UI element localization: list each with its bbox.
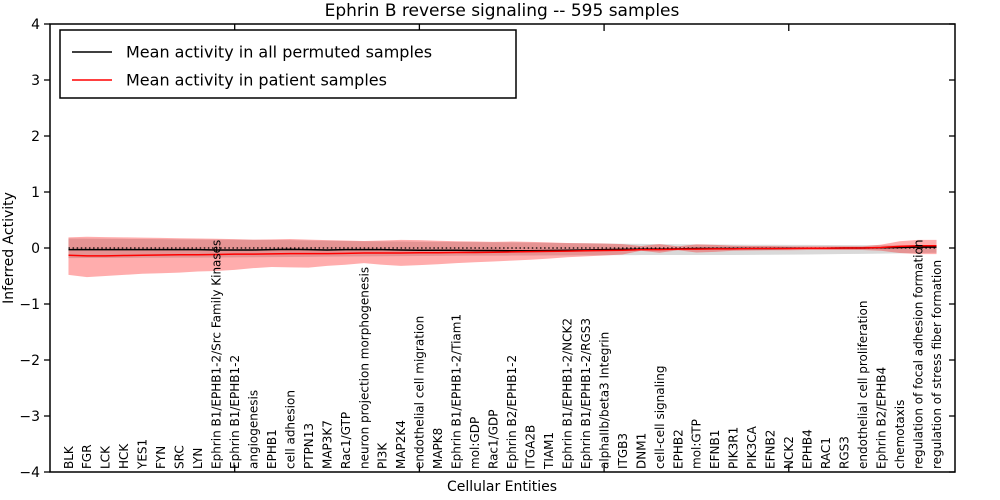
category-label: Ephrin B1/EPHB1-2/Src Family Kinases [210,240,224,469]
category-label: PI3K [376,442,390,469]
category-label: PIK3CA [745,425,759,469]
category-label: MAP3K7 [320,420,334,469]
category-label: EFNB1 [708,430,722,469]
category-label: mol:GDP [468,417,482,469]
category-label: Ephrin B1/EPHB1-2 [228,355,242,469]
line-Mean-activity-in-patient-samples [68,245,937,257]
band-patient-sample-range [68,236,937,278]
y-tick-label: −3 [19,409,40,425]
category-label: EFNB2 [764,430,778,469]
legend-frame [59,29,517,99]
category-label: angiogenesis [246,390,260,469]
y-tick-label: 4 [31,17,40,33]
category-label: cell-cell signaling [653,366,667,470]
category-label: NCK2 [782,436,796,469]
legend: Mean activity in all permuted samples Me… [59,29,517,99]
category-label: cell adhesion [283,390,297,469]
y-tick-label: 0 [31,241,40,257]
legend-label-permuted: Mean activity in all permuted samples [126,43,432,62]
axes-ticks-and-labels: 4 3 2 1 0 −1 −2 −3 −4 BLK FGR LCK HCK YES1 FYN SRC LYN Ep… [19,17,955,481]
category-label: HCK [117,443,131,469]
category-label: YES1 [136,439,150,470]
category-label: ITGA2B [524,425,538,469]
category-label: EPHB2 [671,429,685,469]
category-label: RAC1 [819,437,833,469]
category-label: BLK [62,445,76,469]
category-label: DNM1 [634,433,648,469]
category-label: alphaIIb/beta3 Integrin [597,332,611,469]
y-tick-label: 2 [31,129,40,145]
category-label: regulation of focal adhesion formation [911,240,925,469]
shaded-bands [68,236,937,278]
category-label: LCK [99,445,113,469]
category-label: mol:GTP [690,419,704,469]
y-axis-title: Inferred Activity [1,192,17,304]
category-label: TIAM1 [542,432,556,470]
category-label: LYN [191,448,205,469]
category-label: endothelial cell proliferation [856,301,870,469]
category-label: chemotaxis [893,400,907,469]
category-label: RGS3 [837,436,851,469]
category-label: Ephrin B1/EPHB1-2/NCK2 [560,318,574,469]
y-tick-label: −1 [19,297,40,313]
category-label: FYN [154,446,168,469]
y-tick-label: −4 [19,465,40,481]
category-label: PIK3R1 [727,427,741,469]
category-label: neuron projection morphogenesis [357,267,371,469]
x-axis-title: Cellular Entities [447,479,557,495]
chart-title: Ephrin B reverse signaling -- 595 sample… [325,1,680,21]
plot-frame [49,23,956,473]
series-lines [68,245,937,257]
category-label: Ephrin B2/EPHB4 [874,367,888,469]
category-label: SRC [173,445,187,469]
category-label: Ephrin B2/EPHB1-2 [505,355,519,469]
legend-label-patient: Mean activity in patient samples [126,71,387,90]
category-label: Ephrin B1/EPHB1-2/RGS3 [579,318,593,469]
category-label: EPHB1 [265,429,279,469]
y-tick-label: 3 [31,73,40,89]
category-label: ITGB3 [616,433,630,469]
y-tick-label: 1 [31,185,40,201]
category-label: MAP2K4 [394,420,408,469]
category-label: endothelial cell migration [413,316,427,469]
category-label: Ephrin B1/EPHB1-2/Tiam1 [450,314,464,469]
category-label: FGR [80,444,94,469]
category-label: EPHB4 [801,429,815,469]
category-label: PTPN13 [302,423,316,469]
category-label: Rac1/GDP [487,410,501,469]
category-label: MAPK8 [431,428,445,469]
category-label: regulation of stress fiber formation [930,260,944,469]
category-label: Rac1/GTP [339,412,353,469]
y-tick-label: −2 [19,353,40,369]
